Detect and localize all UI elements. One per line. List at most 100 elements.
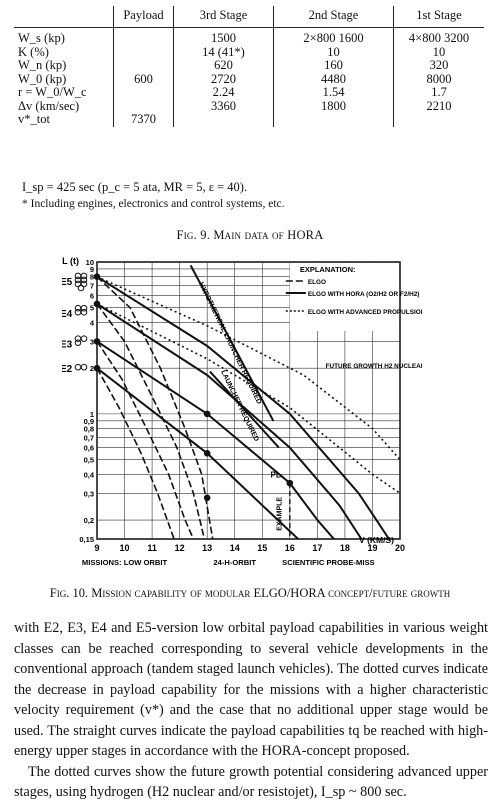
y-tick-label: 5 [90,304,94,313]
series-line-e5-solid [96,275,390,540]
series-line-e5-dotted [96,275,401,461]
vehicle-stage-icon [80,304,88,312]
table-cell-s2: 4480 [273,72,394,86]
table-header-3rd-stage: 3rd Stage [173,6,274,28]
table-cell-s2: 1800 [273,99,394,113]
vehicle-label-e5: E5 [62,277,73,288]
annotation-launcher-required: LAUNCHER REQUIRED [219,369,260,442]
table-notes: I_sp = 425 sec (p_c = 5 ata, MR = 5, ε =… [22,179,285,213]
table-cell-s2: 160 [273,58,394,73]
table-cell-s2: 1.54 [273,85,394,100]
figure-9-caption: Fig. 9. Main data of HORA [176,228,324,242]
mission-label: SCIENTIFIC PROBE-MISS [282,558,374,567]
legend-item: ELGO [308,279,326,286]
x-tick-label: 17 [312,543,322,553]
body-text: with E2, E3, E4 and E5-version low orbit… [14,618,488,803]
table-cell-label: W_n (kp) [18,58,67,72]
mission-capability-chart: 9 10 11 12 13 14 15 16 17 18 19 200,150,20,30,40,50… [62,256,422,567]
x-tick-label: 9 [94,543,99,553]
vehicle-label-e3: E3 [62,340,73,351]
vehicle-stage-icon [80,308,88,316]
chart-legend: EXPLANATION: ELGO ELGO WITH HORA (O2/H2 OR… [285,263,422,331]
table-cell-s3: 3360 [173,99,274,113]
x-tick-label: 18 [340,543,350,553]
data-point [93,300,101,308]
table-cell-s3: 2.24 [173,85,274,100]
mission-label: MISSIONS: LOW ORBIT [82,558,168,567]
table-cell-label: r = W_0/W_c [18,85,87,99]
table-header-2nd-stage: 2nd Stage [273,6,394,28]
vehicle-stage-icon [80,272,88,280]
y-tick-label: 0,7 [84,433,94,442]
table-header-row: Payload 3rd Stage 2nd Stage 1st Stage [14,6,484,28]
table-cell-s1: 4×800 3200 [393,27,484,46]
table-body: W_s (kp) 1500 2×800 1600 4×800 3200 K (%) 14 … [14,27,484,127]
series-line-e4-dashed [96,303,206,540]
series-line-e5-dashed [96,276,214,540]
y-tick-label: 0,5 [84,456,94,465]
table-header-payload: Payload [113,6,174,28]
series-line-e3-solid [96,340,335,540]
vehicle-icons: E5 E4 E3 E2 [62,272,88,375]
table-row: W_n (kp) 620 160 320 [14,58,484,73]
table-cell-s1: 2210 [393,99,484,113]
data-point [286,479,294,487]
vehicle-stage-icon [74,363,82,371]
vehicle-stage-icon [80,335,88,342]
table-cell-payload [113,45,174,59]
y-tick-label: 0,4 [84,470,95,479]
vehicle-stage-icon [74,280,82,288]
series-line-e2-dashed [96,367,175,540]
y-tick-label: 1 [90,410,94,419]
data-point [203,450,211,457]
series-line-e4-dotted [96,303,401,494]
table-cell-s2 [273,113,394,127]
hypothetical-launcher-line [189,264,275,422]
vehicle-stage-icon [80,276,88,284]
x-tick-label: 19 [367,543,377,553]
table-cell-s1: 10 [393,45,484,59]
paragraph-1: with E2, E3, E4 and E5-version low orbit… [14,620,488,759]
table-cell-s1: 320 [393,58,484,73]
table-cell-s2: 2×800 1600 [273,27,394,46]
table-cell-s2: 10 [273,45,394,59]
table-header-1st-stage: 1st Stage [393,6,484,28]
data-point [93,364,101,372]
y-tick-label: 6 [90,292,94,301]
table-row: K (%) 14 (41*) 10 10 [14,44,484,59]
annotation-pl: PL [271,471,281,480]
table-cell-label: K (%) [18,44,49,59]
vehicle-stage-icon [80,280,88,288]
vehicle-stage-icon [74,308,82,316]
table-cell-s3: 1500 [173,27,274,46]
legend-item: ELGO WITH HORA (O2/H2 OR F2/H2) [308,291,420,298]
table-cell-label: W_s (kp) [18,31,65,45]
hora-data-table: Payload 3rd Stage 2nd Stage 1st Stage W_… [14,6,484,127]
y-tick-label: 0,15 [79,535,94,544]
vehicle-label-e2: E2 [62,364,73,375]
data-point [93,338,101,345]
table-cell-s3: 2720 [173,72,274,86]
mission-label: 24-H-ORBIT [213,558,256,567]
chart-ticks: 9 10 11 12 13 14 15 16 17 18 19 200,150,20,30,40,50… [62,256,405,567]
annotation-future-growth: FUTURE GROWTH H2 NUCLEAR (RESISTOJET) [326,363,422,370]
table-cell-s3: 620 [173,58,274,73]
data-point [203,494,211,502]
y-tick-label: 0,9 [84,417,94,426]
x-tick-label: 15 [257,543,267,553]
table-cell-payload: 7370 [113,112,174,127]
series-line-e3-dashed [96,340,195,540]
x-tick-label: 10 [120,543,130,553]
annotation-example: EXAMPLE [277,497,284,531]
table-cell-s1: 8000 [393,72,484,86]
chart-points [93,273,294,502]
x-axis-label: V (KM/S) [359,535,394,545]
table-row: Δv (km/sec) 3360 1800 2210 [14,99,484,113]
y-tick-label: 0,6 [84,444,94,453]
series-line-e4-solid [96,303,363,540]
launcher-line [209,370,280,449]
table-cell-s1 [393,113,484,127]
table-row: r = W_0/W_c 2.24 1.54 1.7 [14,85,484,100]
legend-title: EXPLANATION: [300,265,356,274]
